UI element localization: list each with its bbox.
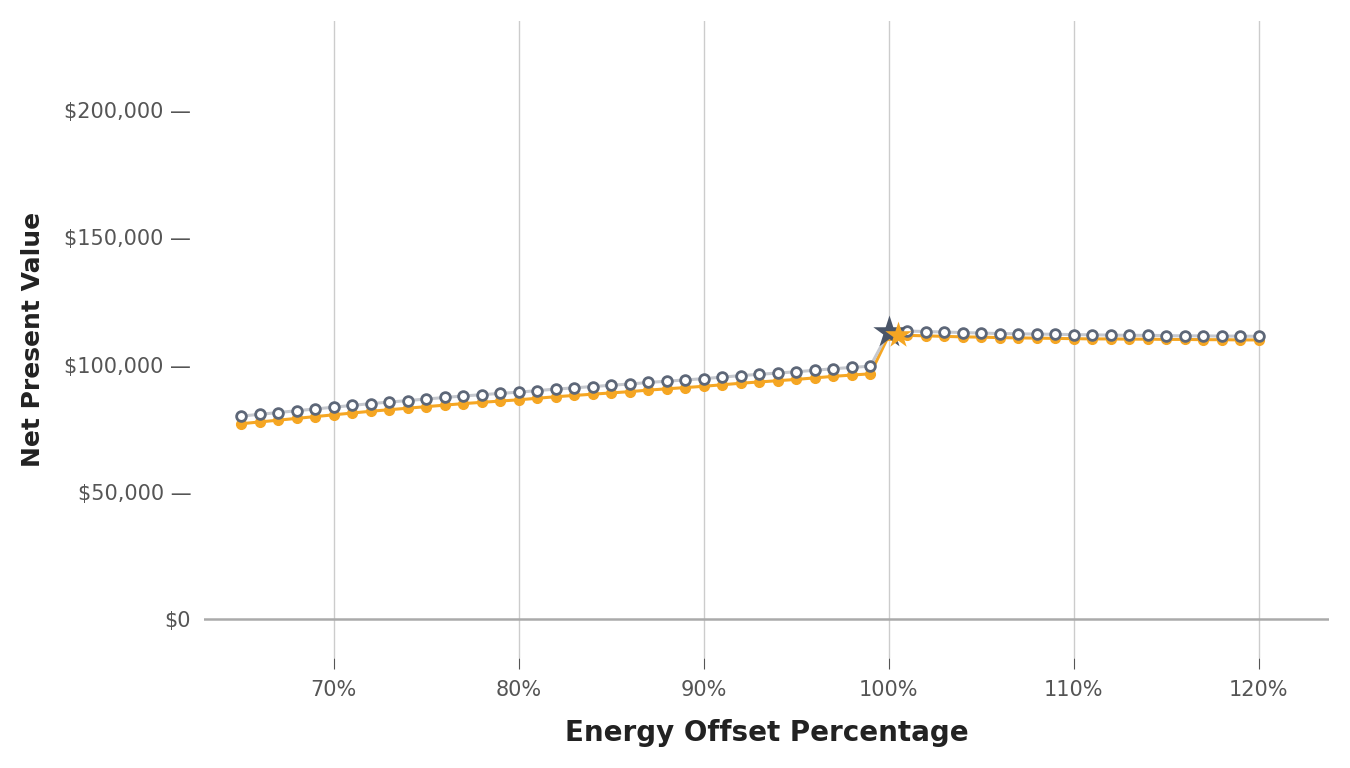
Y-axis label: Net Present Value: Net Present Value xyxy=(20,212,45,467)
Point xyxy=(878,326,899,338)
X-axis label: Energy Offset Percentage: Energy Offset Percentage xyxy=(564,719,968,747)
Point xyxy=(887,329,909,342)
